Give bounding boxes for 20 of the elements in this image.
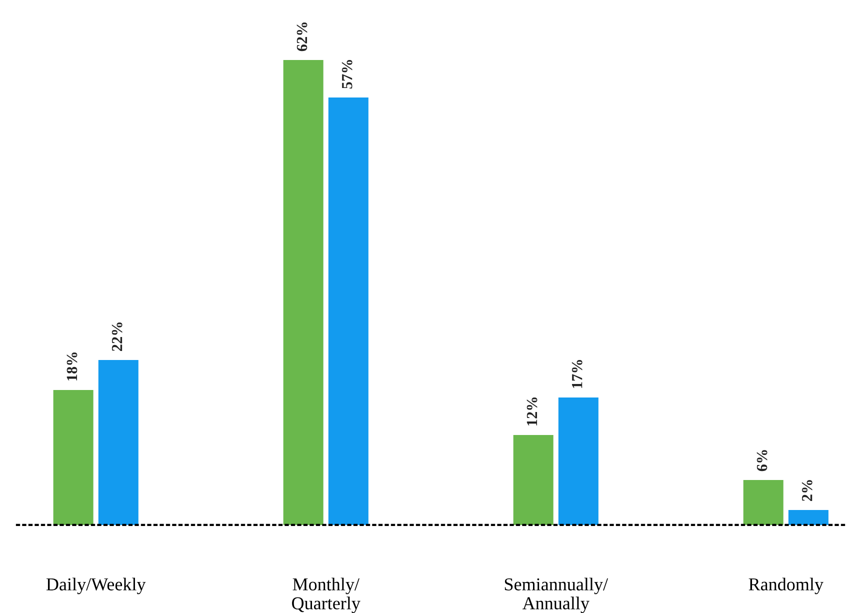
data-label: 17% bbox=[572, 360, 582, 388]
data-label: 57% bbox=[342, 60, 352, 89]
bar bbox=[328, 97, 368, 525]
bar bbox=[788, 510, 828, 525]
bar bbox=[743, 480, 784, 525]
bar bbox=[53, 390, 94, 525]
data-label: 6% bbox=[756, 450, 768, 472]
x-tick-label: Randomly bbox=[748, 578, 824, 594]
data-label: 62% bbox=[296, 22, 308, 52]
data-label: 2% bbox=[802, 480, 812, 501]
x-tick-label: Semiannually/ Annually bbox=[504, 578, 608, 613]
bar bbox=[283, 60, 324, 525]
data-label: 22% bbox=[112, 322, 122, 351]
bar bbox=[513, 434, 554, 525]
bar bbox=[98, 360, 138, 525]
x-tick-label: Monthly/ Quarterly bbox=[292, 578, 360, 613]
x-tick-label: Daily/Weekly bbox=[46, 578, 146, 594]
bar bbox=[558, 397, 598, 525]
data-label: 18% bbox=[66, 352, 78, 380]
data-label: 12% bbox=[526, 398, 538, 426]
